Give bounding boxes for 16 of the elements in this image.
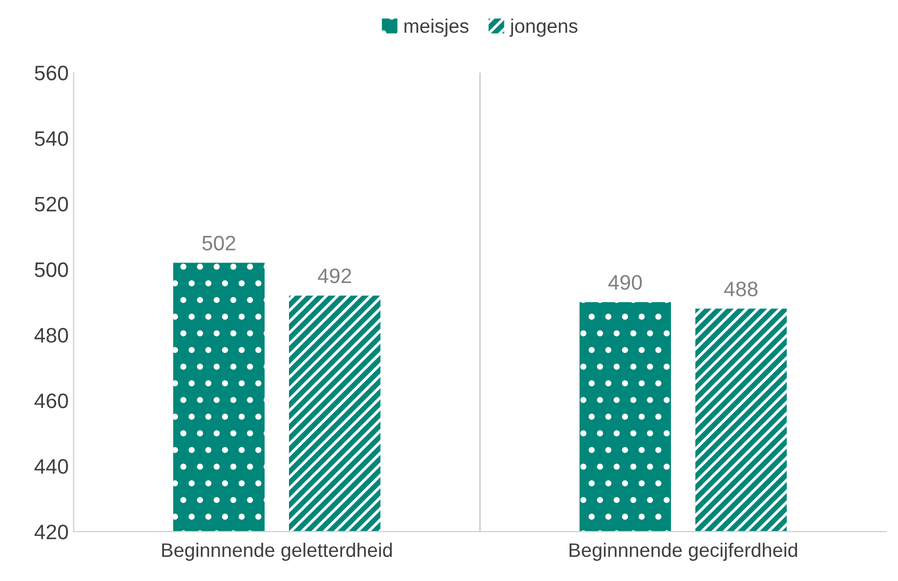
y-tick-label: 540	[34, 131, 68, 146]
data-label: 492	[318, 268, 352, 284]
y-tick-label: 500	[34, 262, 68, 278]
data-label: 502	[202, 236, 236, 250]
y-tick-label: 440	[34, 459, 68, 474]
y-tick-label: 560	[34, 66, 68, 80]
y-tick-label: 480	[34, 328, 68, 343]
data-label: 488	[724, 282, 758, 296]
x-tick-label: Beginnnende geletterdheid	[162, 542, 392, 561]
legend-label: jongens	[510, 18, 578, 37]
y-tick-label: 520	[34, 196, 68, 212]
y-tick-label: 460	[34, 393, 68, 408]
x-tick-label: Beginnnende gecijferdheid	[570, 542, 798, 561]
y-tick-label: 420	[34, 524, 68, 540]
data-label: 490	[608, 275, 642, 290]
legend-label: meisjes	[404, 18, 468, 37]
